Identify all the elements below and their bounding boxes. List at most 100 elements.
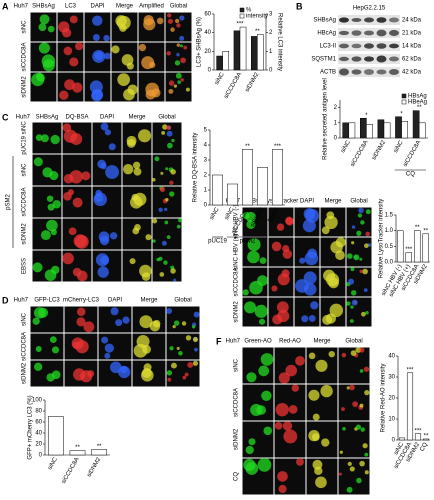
cell-signal [63,173,74,184]
micrograph [92,250,122,282]
cell-signal [341,407,345,411]
cell-signal [175,72,182,79]
cell-signal [364,390,370,396]
cell-signal [277,310,290,323]
cell-signal [351,299,358,306]
cell-signal [104,52,111,60]
bar [239,26,247,71]
cell-signal [161,131,166,135]
cell-signal [139,264,152,278]
cell-signal [260,353,274,366]
cell-signal [275,402,289,417]
bar [272,149,283,206]
y2-tick-label: 2 [269,30,273,36]
x-tick-label: siDNM2 [86,456,102,478]
cell-line: Huh7 [16,115,31,121]
cell-signal [166,308,173,314]
cell-signal [117,73,130,86]
cell-signal [352,401,359,408]
cell-signal [346,301,351,306]
cell-signal [364,470,369,475]
micrograph [338,421,370,458]
blot-band [364,69,374,75]
blot-name: SHBsAg [313,18,336,24]
y-tick-label: 0 [204,203,208,209]
cell-signal [302,219,316,233]
cell-signal [247,238,261,252]
cell-signal [171,138,175,143]
y-axis-label: Relative LysoTracker intensity [379,199,385,279]
y-tick-label: 0 [39,453,43,459]
cell-signal [364,452,369,457]
y2-tick-label: 1 [269,49,273,55]
column-header: Merge [128,115,146,121]
cell-signal [101,336,109,344]
blot-size: 24 kDa [402,18,422,24]
cell-signal [178,218,182,223]
cell-signal [46,373,55,382]
cell-signal [184,372,189,377]
y-tick-label: 100 [32,398,43,404]
y-tick-label: 0 [334,136,338,142]
x-tick-label: siNC [214,71,226,86]
cell-signal [156,257,160,262]
y-tick-label: 1 [334,120,338,126]
cell-line: Huh7 [226,339,241,345]
cell-signal [364,243,369,249]
x-tick-label: siCCDC8A [223,72,243,100]
y-tick-label: 20 [35,442,42,448]
significance: *** [405,247,413,253]
cell-signal [92,49,106,63]
cell-signal [271,285,278,292]
cell-signal [116,15,131,30]
row-label: siCCDC8A [234,267,240,296]
y-tick-label: 0.0 [385,260,394,266]
significance: * [365,113,368,119]
significance: * [400,111,403,117]
bar [414,230,421,263]
legend-label: HBeAg [408,100,427,106]
y-tick-label: 1.5 [385,213,394,219]
cell-signal [63,46,73,56]
row-label: siCCDC8A [22,187,28,216]
column-header: Green-AO [244,339,272,345]
cell-signal [244,301,257,314]
bar [395,116,402,139]
cell-signal [33,157,43,167]
row-label: siDNM2 [22,76,28,98]
cell-signal [100,122,109,131]
y-tick-label: 40 [35,431,42,437]
y2-tick-label: 0 [269,68,273,74]
cell-signal [350,305,354,309]
cell-signal [248,438,256,446]
bar [242,149,253,206]
cell-signal [291,384,299,392]
cell-signal [288,404,298,414]
cell-signal [346,253,353,259]
column-header: SHBsAg [36,115,59,121]
cell-signal [303,271,317,285]
cell-signal [258,365,270,377]
cell-signal [170,169,176,175]
y-tick-label: 20 [204,49,211,55]
row-label: EBSS [22,258,28,274]
cell-signal [110,307,119,316]
bar [222,51,229,71]
bar [422,438,430,441]
legend-label: % [246,8,252,14]
cell-signal [173,84,177,88]
cell-signal [165,198,169,202]
cell-signal [138,129,152,143]
y-axis-label: Relative Red-AO intensity [381,364,387,433]
group-label: CQ [406,172,415,178]
bar [216,55,223,71]
y-axis-label: LC3+ SHBsAg (%) [197,17,203,67]
panel-label: F [216,336,222,346]
cell-signal [134,224,141,231]
cell-signal [365,231,370,237]
cell-signal [122,316,130,324]
cell-signal [191,325,196,329]
column-header: mCherry-LC3 [63,298,100,304]
cell-signal [38,42,50,54]
